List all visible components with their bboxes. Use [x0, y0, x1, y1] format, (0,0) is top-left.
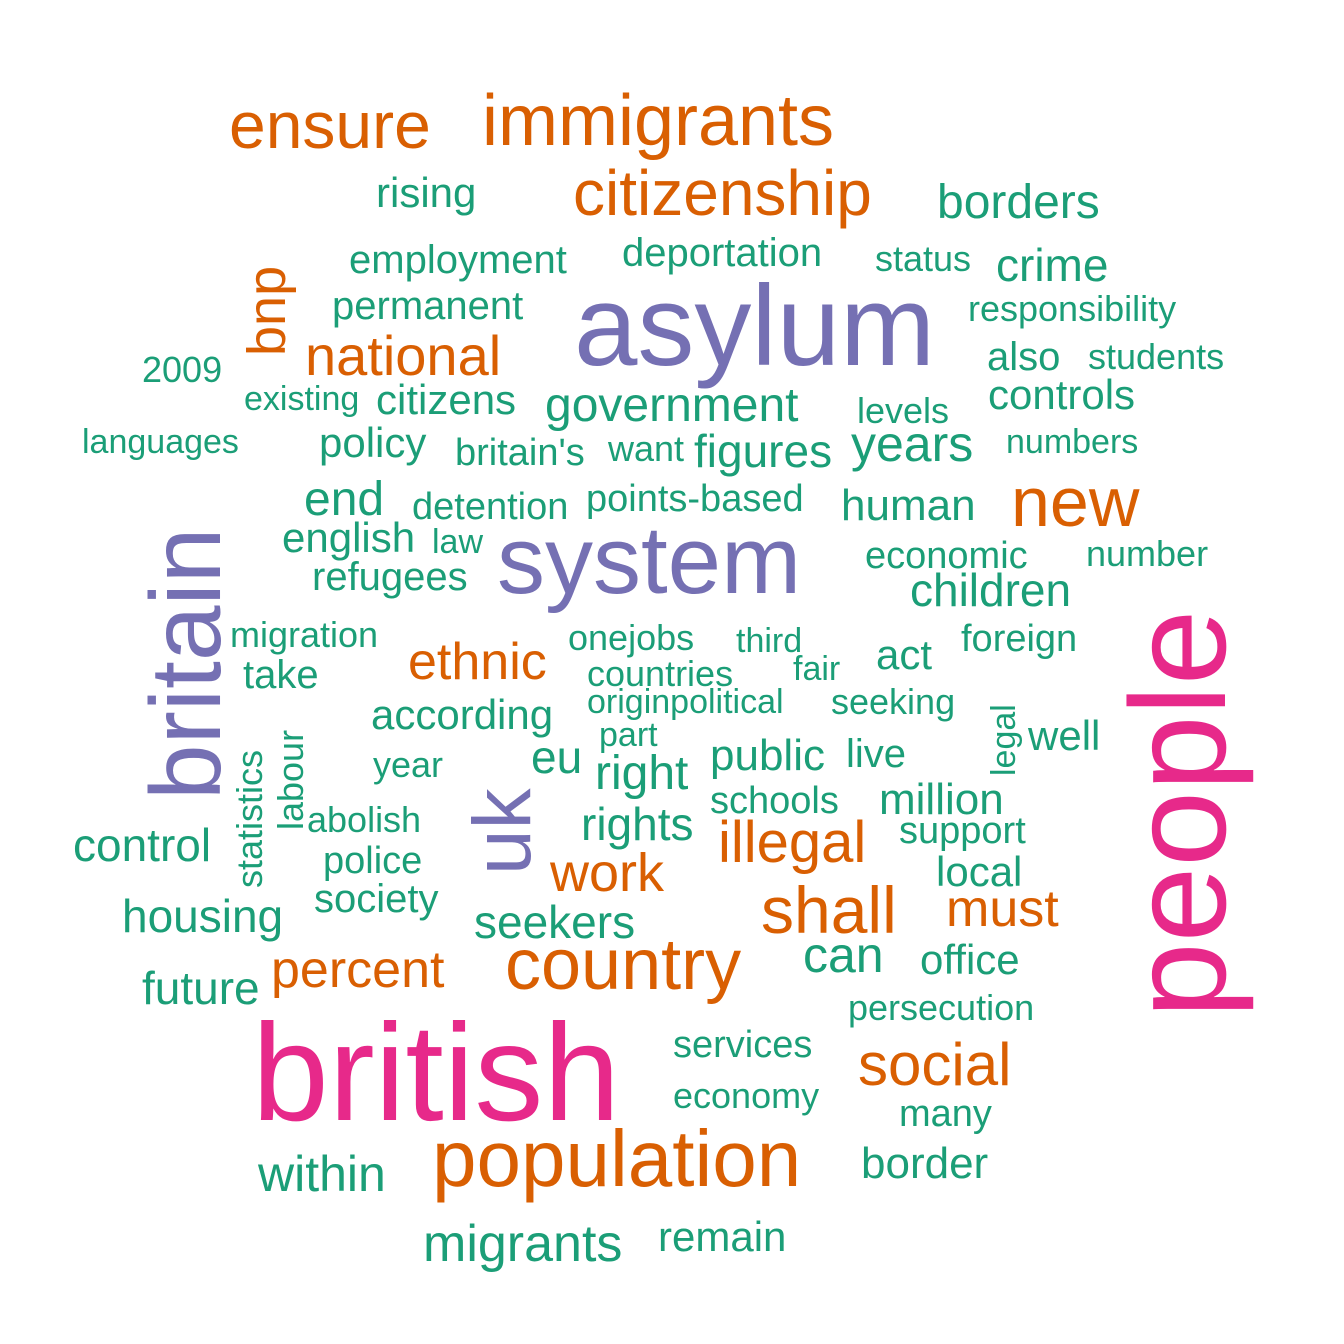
- word-border: border: [861, 1139, 989, 1188]
- word-bnp: bnp: [237, 265, 297, 356]
- word-social: social: [858, 1031, 1012, 1098]
- word-economy: economy: [673, 1075, 820, 1116]
- word-foreign: foreign: [961, 618, 1078, 660]
- word-figures: figures: [694, 425, 833, 477]
- word-persecution: persecution: [848, 987, 1035, 1028]
- word-new: new: [1011, 463, 1140, 541]
- word-britain: britain: [130, 527, 242, 800]
- word-part: part: [599, 716, 658, 754]
- word-crime: crime: [996, 239, 1109, 291]
- word-future: future: [142, 962, 260, 1014]
- word-live: live: [846, 732, 907, 776]
- word-ensure: ensure: [229, 88, 431, 162]
- word-act: act: [876, 631, 933, 678]
- word-languages: languages: [82, 423, 239, 461]
- word-migration: migration: [230, 614, 379, 655]
- word-citizens: citizens: [376, 376, 517, 423]
- word-seekers: seekers: [474, 896, 636, 948]
- word-britains: britain's: [455, 432, 585, 474]
- word-english: english: [282, 514, 416, 561]
- word-country: country: [505, 925, 742, 1005]
- word-year: year: [373, 744, 444, 785]
- word-can: can: [803, 927, 884, 983]
- word-services: services: [673, 1024, 813, 1066]
- word-housing: housing: [122, 890, 284, 942]
- word-local: local: [936, 848, 1023, 895]
- word-also: also: [987, 335, 1061, 379]
- word-levels: levels: [857, 390, 950, 431]
- word-schools: schools: [710, 780, 839, 822]
- word-system: system: [497, 507, 802, 614]
- word-originpolitical: originpolitical: [587, 683, 784, 721]
- word-police: police: [323, 840, 423, 882]
- word-policy: policy: [319, 419, 427, 466]
- word-responsibility: responsibility: [968, 288, 1177, 329]
- word-end: end: [304, 473, 385, 526]
- word-right: right: [595, 747, 689, 800]
- word-seeking: seeking: [831, 681, 956, 722]
- word-permanent: permanent: [332, 284, 524, 328]
- word-asylum: asylum: [574, 263, 936, 390]
- word-status: status: [875, 238, 972, 279]
- word-borders: borders: [937, 176, 1100, 229]
- word-students: students: [1088, 336, 1225, 377]
- word-society: society: [314, 877, 439, 921]
- word-ethnic: ethnic: [408, 633, 547, 691]
- word-eu: eu: [531, 731, 583, 783]
- word-must: must: [946, 880, 1059, 938]
- word-according: according: [371, 691, 554, 738]
- word-deportation: deportation: [622, 231, 823, 275]
- word-statistics: statistics: [229, 749, 270, 888]
- word-detention: detention: [412, 486, 569, 528]
- word-human: human: [841, 481, 976, 530]
- word-population: population: [432, 1114, 802, 1203]
- word-number: number: [1086, 533, 1209, 574]
- word-abolish: abolish: [307, 799, 422, 840]
- word-percent: percent: [271, 941, 445, 999]
- word-within: within: [258, 1146, 386, 1202]
- word-remain: remain: [658, 1213, 787, 1260]
- word-take: take: [243, 653, 319, 697]
- word-many: many: [899, 1093, 992, 1135]
- word-refugees: refugees: [312, 555, 468, 599]
- word-citizenship: citizenship: [573, 157, 872, 229]
- word-british: british: [252, 996, 621, 1150]
- word-well: well: [1028, 712, 1101, 759]
- word-immigrants: immigrants: [482, 81, 835, 161]
- word-illegal: illegal: [718, 810, 867, 875]
- word-years: years: [851, 416, 974, 472]
- word-2009: 2009: [142, 349, 223, 390]
- word-labour: labour: [270, 729, 311, 830]
- word-want: want: [608, 428, 685, 469]
- word-rights: rights: [581, 798, 694, 850]
- word-public: public: [710, 731, 825, 780]
- word-people: people: [1102, 609, 1254, 1018]
- word-children: children: [910, 564, 1072, 616]
- word-million: million: [879, 775, 1004, 824]
- word-legal: legal: [985, 704, 1023, 776]
- word-office: office: [920, 936, 1020, 983]
- word-shall: shall: [761, 873, 897, 947]
- word-existing: existing: [244, 380, 360, 418]
- word-numbers: numbers: [1006, 423, 1139, 461]
- word-economic: economic: [865, 535, 1028, 577]
- word-migrants: migrants: [423, 1215, 623, 1273]
- word-law: law: [432, 523, 484, 561]
- word-control: control: [73, 819, 212, 871]
- word-fair: fair: [793, 650, 841, 688]
- word-uk: uk: [457, 788, 548, 875]
- word-third: third: [736, 622, 803, 660]
- word-onejobs: onejobs: [568, 617, 695, 658]
- word-government: government: [545, 379, 799, 432]
- word-employment: employment: [349, 238, 567, 282]
- word-national: national: [305, 324, 502, 387]
- word-countries: countries: [587, 653, 734, 694]
- word-points-based: points-based: [586, 478, 804, 520]
- word-controls: controls: [988, 371, 1136, 418]
- word-support: support: [899, 810, 1026, 852]
- word-rising: rising: [376, 169, 477, 216]
- word-work: work: [550, 843, 665, 903]
